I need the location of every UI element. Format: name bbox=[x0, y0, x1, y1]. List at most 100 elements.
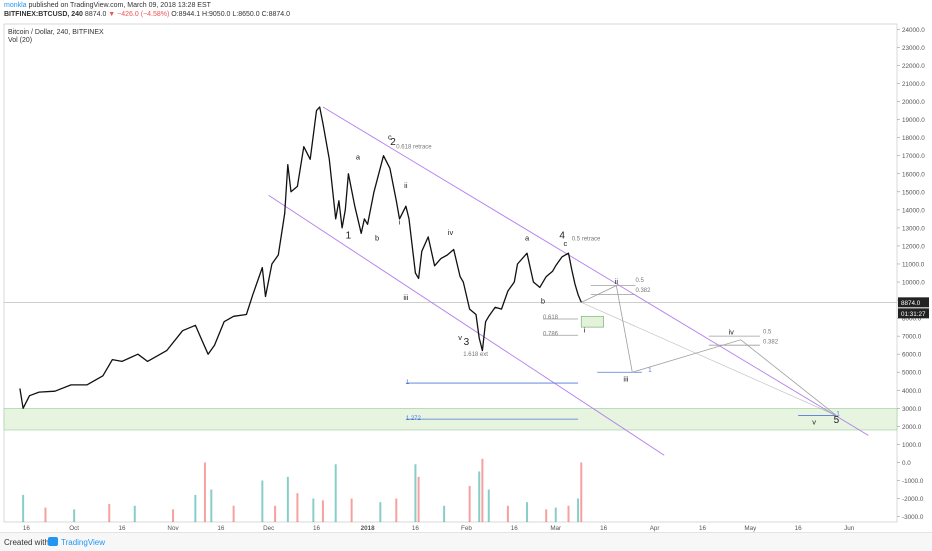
footer-bar: Created with TradingView bbox=[0, 532, 932, 551]
fib-annotation: 0.5 retrace bbox=[572, 237, 601, 243]
volume-bar bbox=[321, 500, 324, 522]
y-tick-label: 16000.0 bbox=[902, 171, 925, 178]
wave-label: 1 bbox=[346, 231, 352, 242]
y-tick-label: 22000.0 bbox=[902, 63, 925, 70]
y-tick-label: 13000.0 bbox=[902, 225, 925, 232]
x-tick-label: 16 bbox=[412, 525, 420, 532]
publish-info: monkla published on TradingView.com, Mar… bbox=[4, 2, 211, 9]
publish-text: published on TradingView.com, March 09, … bbox=[28, 2, 211, 9]
volume-bar bbox=[443, 505, 446, 522]
wave-label: 4 bbox=[559, 231, 565, 242]
wave-label: iii bbox=[403, 293, 408, 302]
y-tick-label: 3000.0 bbox=[902, 406, 922, 413]
price-chart[interactable]: 24000.023000.022000.021000.020000.019000… bbox=[0, 20, 932, 532]
wave-label: iii bbox=[623, 374, 628, 383]
wave-label: i bbox=[399, 217, 401, 226]
wave-label: 3 bbox=[464, 337, 470, 348]
volume-bar bbox=[261, 480, 264, 522]
projection-path-direct bbox=[581, 302, 837, 416]
y-tick-label: -2000.0 bbox=[902, 496, 924, 503]
wave-label: b bbox=[541, 297, 545, 306]
price-tag: 8874.0 bbox=[901, 300, 921, 307]
y-tick-label: 1000.0 bbox=[902, 442, 922, 449]
symbol-label: BITFINEX:BTCUSD, 240 bbox=[4, 11, 83, 18]
volume-bar bbox=[580, 462, 583, 522]
volume-bar bbox=[133, 505, 136, 522]
volume-bar bbox=[172, 509, 175, 522]
fib-annotation: 0.618 bbox=[543, 315, 559, 321]
y-tick-label: 8000.0 bbox=[902, 316, 922, 323]
y-tick-label: 0.0 bbox=[902, 460, 911, 467]
wave-label: b bbox=[375, 234, 379, 243]
wave-label: 2 bbox=[390, 137, 396, 148]
x-tick-label: Dec bbox=[263, 525, 274, 532]
x-tick-label: 16 bbox=[795, 525, 803, 532]
volume-bar bbox=[232, 505, 235, 522]
volume-bar bbox=[350, 498, 353, 522]
x-tick-label: Nov bbox=[167, 525, 179, 532]
y-tick-label: 2000.0 bbox=[902, 424, 922, 431]
volume-bar bbox=[554, 507, 557, 522]
x-tick-label: 2018 bbox=[361, 525, 376, 532]
channel-line bbox=[268, 195, 665, 456]
last-price: 8874.0 bbox=[84, 11, 107, 18]
chart-subtitle: Vol (20) bbox=[8, 37, 32, 44]
x-tick-label: 16 bbox=[313, 525, 321, 532]
fib-annotation: 0.618 retrace bbox=[396, 145, 432, 151]
volume-bar bbox=[478, 471, 481, 522]
price-change: ▼ −426.0 (−4.58%) bbox=[108, 11, 170, 18]
volume-bar bbox=[296, 493, 299, 522]
target-box bbox=[580, 315, 604, 328]
volume-bar bbox=[73, 509, 76, 522]
volume-bar bbox=[274, 505, 277, 522]
volume-bar bbox=[545, 509, 548, 522]
projection-path bbox=[581, 285, 837, 416]
y-tick-label: 5000.0 bbox=[902, 370, 922, 377]
wave-label: a bbox=[356, 152, 361, 161]
volume-bar bbox=[44, 507, 47, 522]
y-tick-label: 21000.0 bbox=[902, 81, 925, 88]
volume-bar bbox=[203, 462, 206, 522]
plot-frame bbox=[3, 23, 898, 523]
fib-annotation: 1 bbox=[836, 412, 840, 418]
author-link[interactable]: monkla bbox=[4, 2, 27, 9]
y-tick-label: 19000.0 bbox=[902, 117, 925, 124]
volume-bar bbox=[286, 476, 289, 522]
wave-label: c bbox=[388, 132, 392, 141]
wave-label: v bbox=[812, 418, 816, 427]
x-tick-label: 16 bbox=[511, 525, 519, 532]
wave-label: c bbox=[563, 239, 567, 248]
volume-bar bbox=[481, 458, 484, 522]
fib-annotation: 0.5 bbox=[763, 329, 772, 335]
y-tick-label: 7000.0 bbox=[902, 334, 922, 341]
volume-bar bbox=[577, 498, 580, 522]
fib-annotation: 0.786 bbox=[543, 331, 559, 337]
y-tick-label: 10000.0 bbox=[902, 280, 925, 287]
wave-label: ii bbox=[404, 181, 408, 190]
x-tick-label: 16 bbox=[118, 525, 126, 532]
channel-line bbox=[322, 106, 869, 436]
fib-annotation: 1.618 ext bbox=[463, 352, 488, 358]
volume-bar bbox=[194, 494, 197, 522]
x-tick-label: 16 bbox=[23, 525, 31, 532]
tradingview-brand[interactable]: TradingView bbox=[61, 538, 106, 547]
volume-bar bbox=[417, 476, 420, 522]
fib-annotation: 0.382 bbox=[763, 339, 779, 345]
volume-bar bbox=[22, 494, 25, 522]
wave-label: i bbox=[584, 326, 586, 335]
y-tick-label: 6000.0 bbox=[902, 352, 922, 359]
volume-bar bbox=[526, 502, 529, 522]
volume-bar bbox=[414, 464, 417, 522]
created-with-text: Created with bbox=[4, 538, 49, 547]
x-tick-label: 16 bbox=[600, 525, 608, 532]
volume-bar bbox=[334, 464, 337, 522]
x-tick-label: Mar bbox=[550, 525, 561, 532]
wave-label: 5 bbox=[834, 415, 840, 426]
y-tick-label: 23000.0 bbox=[902, 45, 925, 52]
ohlc-values: O:8944.1 H:9050.0 L:8650.0 C:8874.0 bbox=[171, 11, 290, 18]
volume-bar bbox=[210, 489, 213, 522]
volume-bar bbox=[379, 502, 382, 522]
fib-annotation: 0.5 bbox=[635, 278, 644, 284]
volume-bar bbox=[487, 489, 490, 522]
price-line bbox=[19, 106, 582, 409]
